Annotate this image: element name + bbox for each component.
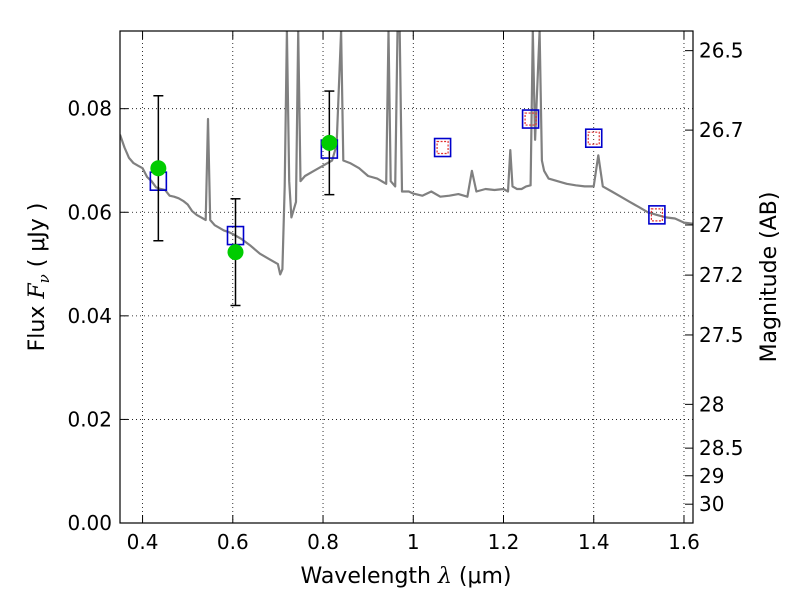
y-tick-label: 0.06 [67, 200, 112, 224]
observed-flux-point [321, 134, 338, 151]
y-axis-subscript: ν [35, 274, 53, 283]
x-axis-symbol: λ [437, 564, 452, 589]
x-tick-label: 0.6 [217, 530, 249, 554]
mag-tick-label: 26.5 [699, 39, 744, 63]
plot-frame [119, 30, 694, 524]
x-tick-label: 0.4 [127, 530, 159, 554]
y-tick-label: 0.02 [67, 407, 112, 431]
mag-tick-label: 27.5 [699, 323, 744, 347]
y-tick-label: 0.08 [67, 97, 112, 121]
observed-flux-point [227, 244, 244, 261]
model-photometry-square [584, 128, 603, 149]
plot-area [120, 31, 693, 523]
x-tick-label: 1.6 [668, 530, 700, 554]
mag-tick-label: 28 [699, 392, 724, 416]
mag-tick-label: 26.7 [699, 118, 744, 142]
upper-limit-square [436, 140, 449, 155]
model-sed-layer [120, 31, 693, 276]
model-photometry-square [433, 137, 452, 158]
upper-limit-square [524, 112, 537, 126]
model-photometry-square [648, 205, 666, 225]
model-photometry-square [521, 109, 540, 129]
y-axis-label: Flux Fν ( μJy ) [25, 203, 53, 352]
upper-limit-square [587, 131, 600, 145]
mag-tick-label: 28.5 [699, 436, 744, 460]
data-points-layer [149, 90, 666, 307]
y-axis-units: ( μJy ) [25, 203, 50, 275]
y-tick-label: 0.04 [67, 304, 112, 328]
x-axis-units: (μm) [452, 564, 512, 589]
x-tick-label: 1.4 [578, 530, 610, 554]
mag-tick-label: 27.2 [699, 263, 744, 287]
y-axis-symbol: F [25, 283, 50, 300]
observed-flux-point [150, 160, 167, 177]
mag-tick-label: 27 [699, 213, 724, 237]
x-tick-label: 1.2 [488, 530, 520, 554]
x-axis-label: Wavelength λ (μm) [300, 564, 511, 589]
mag-tick-label: 30 [699, 492, 724, 516]
y2-axis-label: Magnitude (AB) [757, 192, 782, 363]
x-tick-label: 1 [407, 530, 420, 554]
mag-tick-label: 29 [699, 464, 724, 488]
upper-limit-square [650, 208, 664, 222]
axes: 0.4 0.6 0.8 1 1.2 1.4 1.6 0.00 0.02 0.04 0.06 0.08 2… [67, 30, 744, 554]
model-sed-line [120, 31, 693, 276]
y-tick-label: 0.00 [67, 511, 112, 535]
x-tick-label: 0.8 [307, 530, 339, 554]
